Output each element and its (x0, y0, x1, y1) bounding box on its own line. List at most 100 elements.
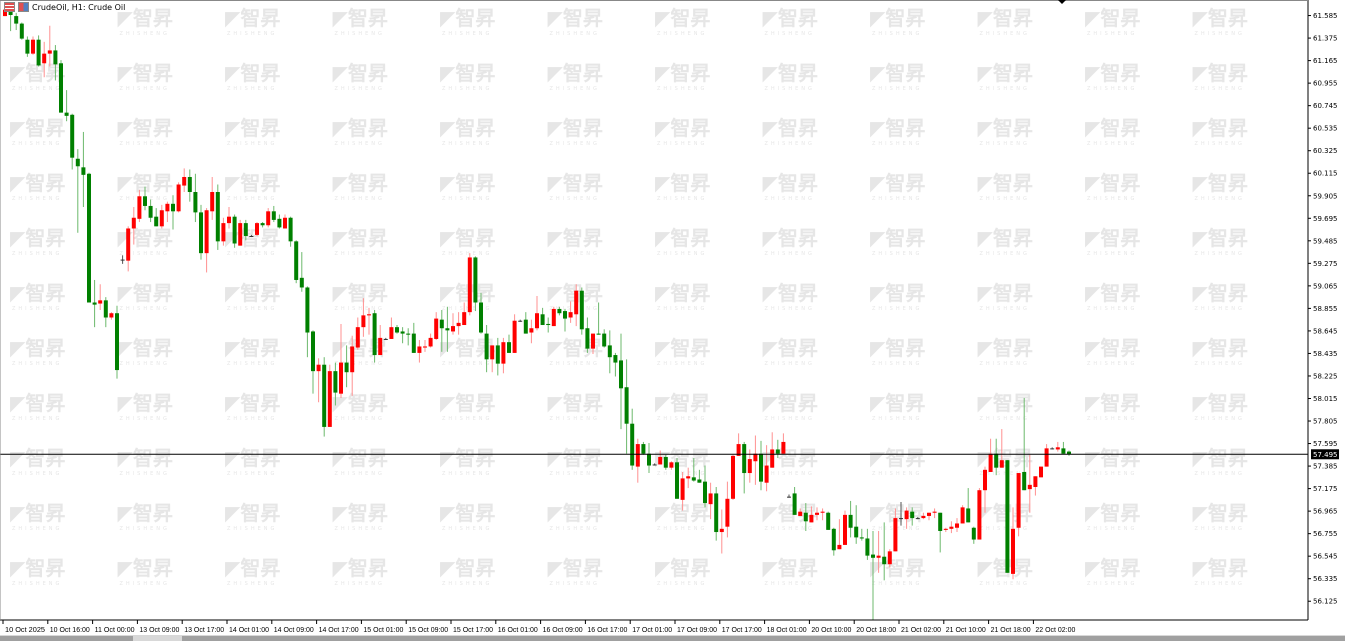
watermark-text: ZHISHENG (335, 196, 385, 202)
watermark-logo: ◤智昇 (1085, 6, 1140, 30)
watermark-text: ZHISHENG (1087, 306, 1137, 312)
watermark-text: ZHISHENG (657, 306, 707, 312)
bars-list-icon[interactable] (4, 2, 15, 12)
candle-bear (299, 277, 304, 288)
candle-bull (159, 210, 164, 227)
watermark-text: ZHISHENG (120, 86, 170, 92)
watermark-text: ZHISHENG (442, 196, 492, 202)
price-tick-label: 59.905 (1313, 192, 1338, 200)
watermark-text: ZHISHENG (1195, 86, 1245, 92)
candle-bull (904, 510, 909, 520)
candle-bull (423, 346, 427, 348)
watermark-text: ZHISHENG (765, 581, 815, 587)
watermark-logo: ◤智昇 (1193, 171, 1248, 195)
watermark-logo: ◤智昇 (225, 556, 280, 580)
watermark-text: ZHISHENG (872, 306, 922, 312)
candle-bear (691, 477, 696, 481)
watermark-text: ZHISHENG (227, 471, 277, 477)
watermark-text: ZHISHENG (442, 416, 492, 422)
watermark-logo: ◤智昇 (333, 391, 388, 415)
watermark-text: ZHISHENG (550, 31, 600, 37)
watermark-logo: ◤智昇 (870, 6, 925, 30)
watermark-logo: ◤智昇 (870, 171, 925, 195)
candle-bull (591, 333, 595, 349)
watermark-text: ZHISHENG (1195, 416, 1245, 422)
watermark-text: ZHISHENG (980, 361, 1030, 367)
watermark-logo: ◤智昇 (1085, 281, 1140, 305)
candle-bear (663, 456, 668, 468)
watermark-text: ZHISHENG (872, 31, 922, 37)
watermark-logo: ◤智昇 (1085, 171, 1140, 195)
watermark-text: ZHISHENG (980, 86, 1030, 92)
watermark-text: ZHISHENG (872, 86, 922, 92)
candle-bull (367, 314, 371, 316)
watermark-text: ZHISHENG (1195, 361, 1245, 367)
candle-bull (361, 315, 366, 328)
watermark-logo: ◤智昇 (1193, 391, 1248, 415)
watermark-logo: ◤智昇 (655, 171, 710, 195)
watermark-logo: ◤智昇 (763, 6, 818, 30)
watermark-text: ZHISHENG (335, 306, 385, 312)
time-tick-label: 22 Oct 02:00 (1035, 627, 1075, 634)
candle-bull (983, 469, 987, 491)
watermark-text: ZHISHENG (657, 471, 707, 477)
watermark-logo: ◤智昇 (10, 446, 65, 470)
time-axis[interactable]: 10 Oct 2025 10 Oct 16:00 11 Oct 00:00 13 Oc… (2, 620, 1075, 634)
price-tick-label: 56.965 (1313, 508, 1338, 516)
price-axis[interactable]: 61.585 61.375 61.165 60.955 60.745 60.535 60.3… (0, 0, 1338, 621)
watermark-text: ZHISHENG (872, 581, 922, 587)
candle-bear (154, 216, 159, 227)
candle-bear (322, 364, 327, 427)
watermark-text: ZHISHENG (765, 306, 815, 312)
horizontal-scrollbar[interactable] (182, 636, 1345, 641)
watermark-logo: ◤智昇 (655, 556, 710, 580)
current-price-box (1311, 449, 1339, 460)
watermark-logo: ◤智昇 (225, 6, 280, 30)
watermark-logo: ◤智昇 (118, 226, 173, 250)
time-tick-label: 17 Oct 17:00 (722, 627, 762, 634)
candle-bull (708, 493, 713, 505)
tab-scroll-left[interactable] (0, 636, 133, 641)
watermark-text: ZHISHENG (980, 196, 1030, 202)
candle-bull (843, 514, 847, 545)
candle-bear (507, 342, 511, 353)
candle-bull (339, 362, 343, 394)
candle-bear (865, 538, 870, 556)
watermark-logo: ◤智昇 (978, 226, 1033, 250)
watermark-text: ZHISHENG (227, 526, 277, 532)
price-tick-label: 58.645 (1313, 327, 1338, 335)
watermark-text: ZHISHENG (1087, 361, 1137, 367)
watermark-logo: ◤智昇 (548, 501, 603, 525)
candle-bull (1055, 447, 1060, 450)
watermark-logo: ◤智昇 (763, 116, 818, 140)
watermark-text: ZHISHENG (1087, 526, 1137, 532)
watermark-text: ZHISHENG (657, 31, 707, 37)
candle-bear (938, 512, 943, 531)
watermark-logo: ◤智昇 (225, 336, 280, 360)
watermark-text: ZHISHENG (765, 196, 815, 202)
candle-bull (316, 364, 321, 372)
watermark-logo: ◤智昇 (10, 116, 65, 140)
watermark-text: ZHISHENG (335, 471, 385, 477)
price-tick-label: 58.225 (1313, 372, 1338, 380)
candle-bull (719, 528, 724, 533)
watermark-text: ZHISHENG (335, 251, 385, 257)
candle-bull (988, 453, 993, 472)
candle-doji (518, 320, 523, 322)
watermark-logo: ◤智昇 (118, 116, 173, 140)
watermark-logo: ◤智昇 (118, 501, 173, 525)
candle-bull (977, 490, 982, 540)
candle-bull (417, 346, 422, 353)
chart-type-icon[interactable] (18, 2, 29, 12)
watermark-logo: ◤智昇 (978, 556, 1033, 580)
watermark-logo: ◤智昇 (763, 171, 818, 195)
watermark-logo: ◤智昇 (1085, 391, 1140, 415)
price-tick-label: 60.745 (1313, 102, 1338, 110)
candle-bear (994, 453, 999, 468)
candle-bull (490, 345, 495, 360)
time-tick-label: 21 Oct 10:00 (946, 627, 986, 634)
watermark-logo: ◤智昇 (870, 391, 925, 415)
chart-shift-marker-icon[interactable] (1058, 0, 1066, 4)
price-tick-label: 58.855 (1313, 305, 1338, 313)
